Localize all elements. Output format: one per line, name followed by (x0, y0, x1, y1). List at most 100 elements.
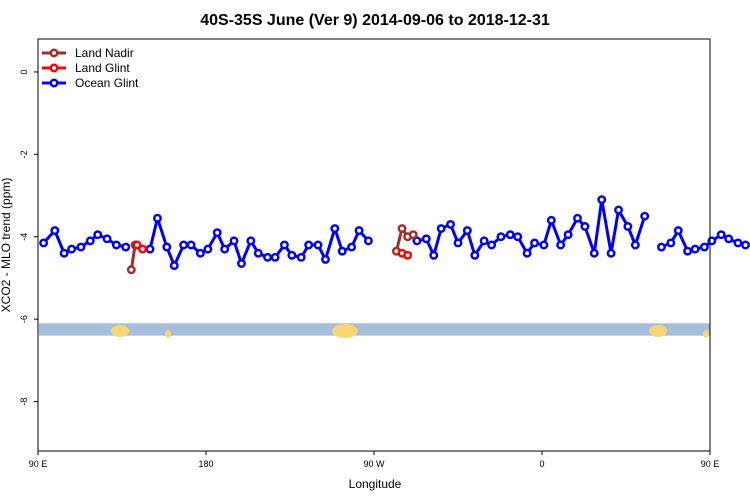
data-point-ocean-glint (614, 205, 623, 215)
land-blob (332, 324, 358, 338)
x-axis: 90 E 180 90 W 0 90 E (29, 451, 719, 469)
data-point-ocean-glint (623, 222, 633, 231)
data-point-ocean-glint (263, 252, 273, 262)
data-point-ocean-glint (145, 244, 155, 254)
data-point-ocean-glint (699, 242, 709, 252)
data-point-ocean-glint (67, 244, 77, 254)
data-point-ocean-glint (630, 240, 640, 250)
data-point-ocean-glint (462, 226, 472, 236)
data-point-ocean-glint (229, 236, 239, 246)
land-blob (111, 325, 129, 337)
data-point-ocean-glint (337, 246, 347, 256)
data-point-ocean-glint (162, 242, 172, 252)
legend-item-land-glint: Land Glint (42, 61, 130, 75)
y-axis: 0 -2 -4 -6 -8 (19, 69, 38, 406)
data-point-ocean-glint (539, 240, 549, 250)
data-point-ocean-glint (121, 242, 131, 252)
series-ocean-glint (39, 195, 750, 271)
legend-swatch-marker (49, 63, 59, 73)
data-point-ocean-glint (690, 244, 700, 254)
legend-swatch-marker (49, 78, 59, 88)
legend-label: Ocean Glint (75, 76, 139, 90)
data-point-ocean-glint (212, 228, 222, 238)
data-point-land-nadir (408, 230, 418, 240)
data-point-ocean-glint (606, 248, 616, 258)
series-line-ocean-glint (416, 198, 647, 257)
data-point-ocean-glint (724, 234, 734, 244)
data-point-ocean-glint (479, 236, 489, 246)
data-point-ocean-glint (522, 248, 532, 258)
series-land-glint (132, 240, 413, 260)
chart-title: 40S-35S June (Ver 9) 2014-09-06 to 2018-… (200, 12, 550, 29)
data-point-ocean-glint (470, 250, 480, 260)
y-tick-label: -6 (19, 315, 29, 323)
legend-item-ocean-glint: Ocean Glint (42, 76, 139, 90)
data-point-ocean-glint (513, 232, 523, 242)
data-point-ocean-glint (580, 222, 590, 231)
data-point-ocean-glint (76, 242, 86, 252)
data-point-ocean-glint (203, 244, 213, 254)
data-point-ocean-glint (673, 226, 683, 236)
legend-swatch-marker (49, 48, 59, 58)
data-point-land-nadir (126, 265, 136, 275)
data-point-ocean-glint (546, 215, 556, 225)
series-line-ocean-glint (42, 229, 127, 255)
y-tick-label: -4 (19, 233, 29, 241)
data-point-ocean-glint (436, 224, 446, 233)
x-axis-label: Longitude (349, 477, 402, 491)
data-point-ocean-glint (169, 261, 179, 271)
legend-item-land-nadir: Land Nadir (42, 46, 134, 60)
data-point-land-glint (132, 240, 142, 250)
x-tick-label: 0 (539, 459, 544, 469)
x-tick-label: 180 (198, 459, 213, 469)
data-point-ocean-glint (279, 240, 289, 250)
data-point-ocean-glint (304, 240, 314, 250)
data-point-ocean-glint (733, 238, 743, 248)
y-tick-label: -2 (19, 150, 29, 158)
data-point-ocean-glint (347, 242, 357, 252)
data-point-ocean-glint (716, 230, 726, 240)
y-tick-label: -8 (19, 398, 29, 406)
data-point-ocean-glint (270, 252, 280, 262)
data-point-land-nadir (397, 224, 407, 233)
data-point-ocean-glint (330, 224, 340, 233)
data-point-ocean-glint (253, 248, 263, 258)
data-point-ocean-glint (287, 250, 297, 260)
x-tick-label: 90 E (29, 459, 48, 469)
data-point-ocean-glint (363, 236, 373, 246)
data-point-ocean-glint (556, 240, 566, 250)
data-point-ocean-glint (50, 226, 60, 236)
data-point-ocean-glint (186, 240, 196, 250)
data-point-ocean-glint (179, 240, 189, 250)
y-tick-label: 0 (19, 69, 29, 74)
data-point-ocean-glint (39, 238, 49, 248)
data-point-ocean-glint (597, 195, 607, 205)
data-point-ocean-glint (683, 246, 693, 256)
data-point-ocean-glint (505, 230, 515, 240)
data-point-ocean-glint (446, 219, 455, 229)
land-blob (165, 330, 171, 338)
data-point-ocean-glint (589, 248, 599, 258)
data-point-ocean-glint (666, 238, 676, 248)
data-point-ocean-glint (59, 248, 69, 258)
data-point-ocean-glint (220, 244, 230, 254)
data-point-ocean-glint (453, 238, 463, 248)
data-point-ocean-glint (246, 236, 256, 246)
x-tick-label: 90 W (363, 459, 385, 469)
data-point-land-glint (403, 250, 413, 260)
legend-label: Land Nadir (75, 46, 134, 60)
data-point-ocean-glint (487, 240, 497, 250)
data-point-ocean-glint (354, 226, 364, 236)
data-point-ocean-glint (741, 240, 750, 250)
data-point-ocean-glint (563, 230, 573, 240)
data-point-ocean-glint (530, 238, 539, 248)
data-point-ocean-glint (85, 236, 95, 246)
data-point-ocean-glint (313, 240, 323, 250)
data-point-land-glint (138, 244, 147, 254)
land-blobs (111, 324, 709, 338)
data-point-ocean-glint (296, 252, 306, 262)
data-point-ocean-glint (93, 230, 103, 240)
data-point-ocean-glint (421, 234, 431, 244)
